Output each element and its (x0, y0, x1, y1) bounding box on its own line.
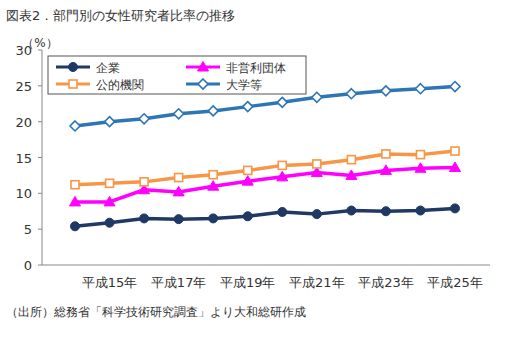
data-point (243, 212, 252, 221)
data-point (71, 181, 79, 189)
data-point (382, 150, 390, 158)
data-point (278, 161, 286, 169)
data-point (347, 156, 355, 164)
series-line (75, 151, 455, 185)
y-tick (38, 229, 42, 230)
data-point (346, 89, 356, 99)
data-point (140, 214, 149, 223)
legend-label: 非営利団体 (226, 61, 286, 75)
y-tick (38, 85, 42, 86)
data-point (140, 178, 148, 186)
data-point (312, 210, 321, 219)
data-point (106, 179, 114, 187)
chart: 図表2．部門別の女性研究者比率の推移（%）051015202530平成15年平成… (0, 0, 505, 340)
legend-label: 公的機関 (96, 78, 144, 92)
data-point (416, 206, 425, 215)
data-point (278, 207, 287, 216)
x-tick-label: 平成21年 (289, 275, 345, 290)
legend-label: 企業 (96, 61, 120, 75)
data-point (450, 162, 461, 172)
data-point (312, 92, 322, 102)
data-point (104, 196, 115, 206)
data-point (173, 186, 184, 196)
x-tick-label: 平成25年 (427, 275, 483, 290)
data-point (346, 170, 357, 180)
x-tick-label: 平成19年 (220, 275, 276, 290)
y-tick-label: 25 (15, 79, 32, 94)
x-tick-label: 平成15年 (82, 275, 138, 290)
data-point (175, 174, 183, 182)
data-point (174, 109, 184, 119)
legend-marker (198, 62, 209, 72)
data-point (381, 86, 391, 96)
y-tick-label: 5 (24, 222, 32, 237)
y-tick-label: 0 (24, 258, 32, 273)
legend-marker (198, 79, 208, 89)
data-point (209, 171, 217, 179)
y-tick-label: 30 (15, 43, 32, 58)
x-tick-label: 平成17年 (151, 275, 207, 290)
series-line (75, 208, 455, 226)
data-point (313, 160, 321, 168)
legend-marker (69, 63, 78, 72)
data-point (381, 207, 390, 216)
data-point (244, 166, 252, 174)
data-point (242, 176, 253, 186)
title: 図表2．部門別の女性研究者比率の推移 (6, 8, 235, 23)
data-point (277, 171, 288, 181)
data-point (71, 222, 80, 231)
legend (48, 56, 306, 94)
data-point (174, 215, 183, 224)
data-point (347, 206, 356, 215)
y-tick (38, 121, 42, 122)
data-point (105, 218, 114, 227)
data-point (277, 97, 287, 107)
y-tick-label: 15 (15, 151, 32, 166)
x-tick-label: 平成23年 (358, 275, 414, 290)
data-point (208, 106, 218, 116)
y-tick (38, 265, 42, 266)
data-point (70, 196, 81, 206)
data-point (139, 114, 149, 124)
x-axis (42, 265, 490, 266)
data-point (451, 147, 459, 155)
legend-label: 大学等 (226, 78, 262, 92)
data-point (208, 181, 219, 191)
data-point (451, 204, 460, 213)
plot-area (70, 82, 461, 231)
y-tick (38, 193, 42, 194)
data-point (243, 102, 253, 112)
legend-marker (69, 80, 77, 88)
series-line (75, 168, 455, 202)
data-point (416, 151, 424, 159)
y-tick-label: 20 (15, 115, 32, 130)
data-point (209, 214, 218, 223)
data-point (415, 84, 425, 94)
y-tick-label: 10 (15, 186, 32, 201)
data-point (70, 121, 80, 131)
data-point (105, 117, 115, 127)
source-note: （出所）総務省「科学技術研究調査」より大和総研作成 (6, 305, 306, 319)
data-point (450, 82, 460, 92)
data-point (415, 163, 426, 173)
y-tick (38, 157, 42, 158)
data-point (380, 165, 391, 175)
y-tick (38, 50, 42, 51)
